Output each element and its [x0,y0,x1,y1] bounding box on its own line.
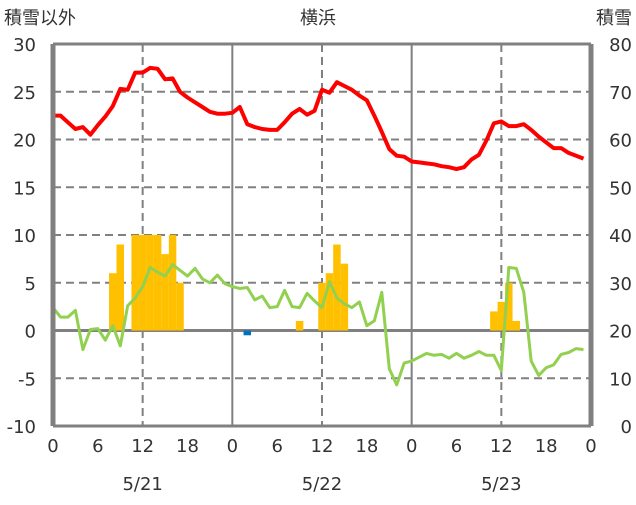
orange-bar [116,244,124,331]
orange-bar [505,282,513,331]
right-tick-label: 10 [609,369,632,390]
right-tick-label: 70 [609,83,632,104]
bars-layer [109,235,521,336]
orange-bar [161,254,169,331]
left-tick-label: -10 [7,417,36,438]
blue-bar [243,330,252,336]
x-tick-label: 6 [451,436,462,457]
x-tick-label: 6 [92,436,103,457]
orange-bar [325,273,334,331]
orange-bar [295,320,304,331]
right-tick-label: 40 [609,226,632,247]
x-tick-label: 12 [131,436,154,457]
x-tick-label: 18 [355,436,378,457]
day-label: 5/23 [481,474,521,495]
left-tick-label: -5 [18,369,36,390]
orange-bar [490,311,498,331]
orange-bar [512,320,521,331]
x-tick-label: 12 [490,436,513,457]
right-tick-label: 0 [621,417,632,438]
x-tick-label: 0 [227,436,238,457]
day-label: 5/21 [122,474,162,495]
right-tick-label: 80 [609,35,632,56]
orange-bar [333,244,341,331]
left-tick-label: 0 [25,322,36,343]
orange-bar [497,301,506,331]
left-axis-title: 積雪以外 [4,8,76,29]
green-line [51,263,584,387]
x-tick-label: 18 [535,436,558,457]
right-tick-label: 30 [609,274,632,295]
x-tick-label: 6 [271,436,282,457]
day-label: 5/22 [302,474,342,495]
orange-bar [153,235,162,331]
right-tick-label: 20 [609,322,632,343]
frame [50,42,594,428]
orange-bar [109,273,117,331]
left-tick-label: 30 [13,35,36,56]
x-tick-label: 0 [47,436,58,457]
x-tick-label: 18 [176,436,199,457]
right-tick-label: 60 [609,131,632,152]
left-tick-label: 5 [25,274,36,295]
left-tick-label: 20 [13,131,36,152]
x-tick-label: 0 [406,436,417,457]
orange-bar [168,235,177,331]
orange-bar [340,263,349,331]
lines-layer [51,65,585,387]
left-tick-label: 15 [13,178,36,199]
red-line [53,65,585,172]
x-tick-label: 0 [585,436,596,457]
orange-bar [176,282,184,331]
chart-title: 横浜 [300,8,336,29]
right-tick-label: 50 [609,178,632,199]
left-tick-label: 25 [13,83,36,104]
left-tick-label: 10 [13,226,36,247]
orange-bar [131,235,139,331]
right-axis-title: 積雪 [596,8,632,29]
x-tick-label: 12 [311,436,334,457]
orange-bar [146,235,154,331]
